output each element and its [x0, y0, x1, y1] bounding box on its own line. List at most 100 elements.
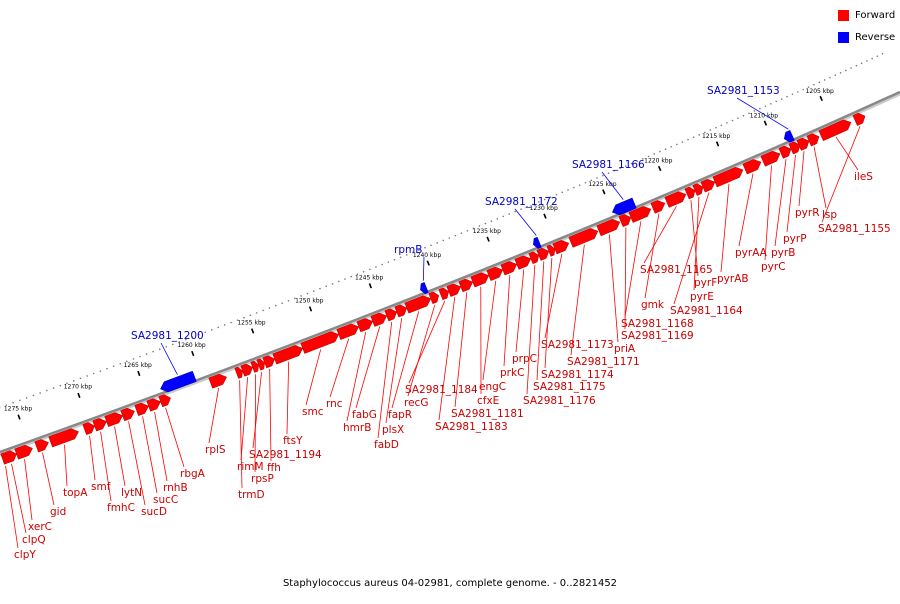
forward-gene-gmk	[651, 200, 665, 213]
ruler-dot	[60, 385, 62, 387]
reverse-gene-sa2981-1172	[533, 237, 541, 248]
ruler-dot	[710, 129, 712, 131]
forward-gene-fmhc	[93, 418, 107, 431]
ruler-dot	[442, 240, 444, 242]
forward-gene-label: SA2981_1183	[435, 421, 508, 433]
ruler-dot	[797, 91, 799, 93]
tick-mark	[427, 261, 429, 266]
tick-label: 1225 kbp	[588, 181, 616, 188]
reverse-gene-label: rpmB	[394, 244, 422, 256]
forward-gene-label: cfxE	[477, 395, 499, 407]
tick-mark	[820, 96, 822, 101]
ruler-dot	[866, 60, 868, 62]
forward-gene-sa2981-1183	[447, 284, 461, 297]
tick-label: 1265 kbp	[124, 362, 152, 369]
forward-gene-label: fabD	[374, 439, 399, 451]
tick-mark	[78, 393, 80, 398]
ruler-dot	[394, 259, 396, 261]
forward-gene-rnhb	[147, 399, 161, 412]
forward-leader-line	[65, 445, 67, 486]
ruler-dot	[250, 314, 252, 316]
forward-gene-sucd	[121, 408, 135, 421]
reverse-leader-line	[515, 209, 536, 235]
legend-reverse-label: Reverse	[855, 32, 895, 43]
ruler-dot	[449, 237, 451, 239]
tick-mark	[764, 121, 766, 126]
reverse-leader-line	[737, 98, 788, 129]
ruler-dot	[491, 220, 493, 222]
forward-leader-line	[527, 265, 535, 394]
ruler-dot	[388, 261, 390, 263]
ruler-dot	[687, 139, 689, 141]
ruler-dot	[281, 302, 283, 304]
legend: Forward Reverse	[838, 8, 895, 52]
ruler-dot	[829, 77, 831, 79]
forward-gene-sa2981-1184	[439, 288, 449, 300]
ruler-dot	[596, 177, 598, 179]
reverse-gene-label: SA2981_1166	[572, 159, 645, 171]
ruler-dot	[204, 331, 206, 333]
ruler-dot	[139, 356, 141, 358]
forward-gene-label: rimM	[237, 461, 264, 473]
forward-leader-line	[537, 261, 544, 380]
forward-gene-label: SA2981_1175	[533, 381, 606, 393]
forward-gene-label: smf	[91, 481, 111, 493]
ruler-dot	[39, 392, 41, 394]
ruler-dot	[369, 269, 371, 271]
ruler-dot	[861, 63, 863, 65]
tick-mark	[603, 190, 605, 195]
ruler-dot	[26, 397, 28, 399]
forward-gene-label: SA2981_1174	[541, 369, 614, 381]
forward-gene-rimm	[241, 364, 253, 376]
forward-leader-line	[209, 388, 219, 443]
ruler-dot	[676, 144, 678, 146]
ruler-dot	[514, 211, 516, 213]
tick-label: 1205 kbp	[806, 88, 834, 95]
ruler-dot	[502, 216, 504, 218]
ruler-dot	[146, 353, 148, 355]
forward-gene-plsx	[395, 305, 407, 317]
ruler-dot	[319, 288, 321, 290]
forward-gene-label: pyrAA	[735, 247, 768, 259]
reverse-gene-rpmb	[420, 282, 428, 293]
ruler-dot	[93, 373, 95, 375]
ruler-dot	[275, 305, 277, 307]
forward-leader-line	[270, 369, 271, 461]
ruler-dot	[845, 70, 847, 72]
forward-gene-label: trmD	[238, 489, 265, 501]
ruler-dot	[224, 324, 226, 326]
ruler-dot	[424, 247, 426, 249]
tick-label: 1250 kbp	[295, 297, 323, 304]
forward-gene-label: SA2981_1165	[640, 264, 713, 276]
tick-label: 1245 kbp	[355, 274, 383, 281]
forward-leader-line	[765, 166, 771, 260]
ruler-dot	[269, 307, 271, 309]
forward-gene-label: gid	[50, 506, 66, 518]
forward-gene-fabd	[385, 309, 397, 321]
ruler-dot	[818, 82, 820, 84]
ruler-dot	[325, 285, 327, 287]
reverse-gene-sa2981-1153	[784, 130, 794, 142]
ruler-dot	[159, 348, 161, 350]
ruler-dot	[381, 264, 383, 266]
forward-gene-rbga	[159, 395, 171, 407]
forward-gene-label: pyrP	[783, 233, 807, 245]
forward-gene-label: ileS	[854, 171, 873, 183]
forward-gene-label: sucC	[153, 494, 178, 506]
forward-gene-label: pyrE	[690, 291, 714, 303]
forward-leader-line	[721, 184, 729, 272]
forward-gene-ffh	[263, 356, 275, 368]
backbone-shadow	[0, 94, 900, 454]
ruler-dot	[288, 300, 290, 302]
forward-gene-label: pyrB	[771, 247, 795, 259]
reverse-swatch	[838, 32, 849, 43]
ruler-dot	[497, 218, 499, 220]
forward-leader-line	[25, 459, 32, 520]
forward-leader-line	[356, 327, 380, 408]
forward-gene-sa2981-1181	[459, 279, 473, 292]
forward-gene-label: SA2981_1168	[621, 318, 694, 330]
forward-gene-label: priA	[614, 343, 636, 355]
forward-gene-label: SA2981_1171	[567, 356, 640, 368]
legend-forward-label: Forward	[855, 10, 895, 21]
forward-gene-sa2981-1175	[537, 248, 549, 260]
